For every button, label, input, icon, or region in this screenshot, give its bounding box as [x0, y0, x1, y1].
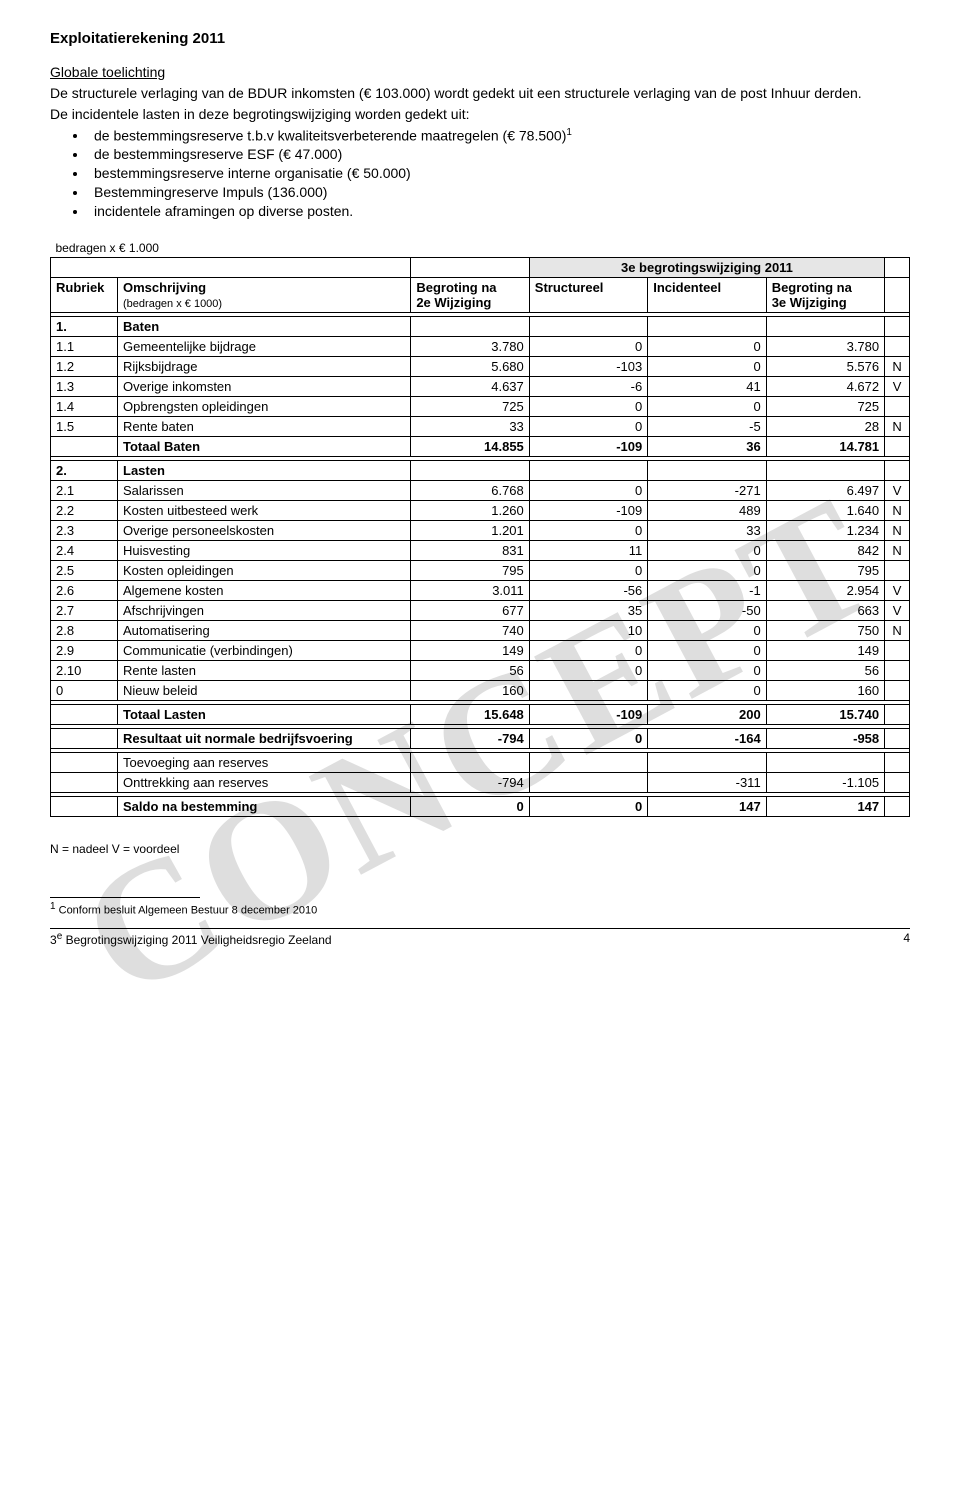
table-topnote: bedragen x € 1.000 [51, 239, 411, 258]
section-label: Lasten [118, 460, 411, 480]
intro-p2: De incidentele lasten in deze begrotings… [50, 105, 910, 124]
intro-subhead: Globale toelichting [50, 63, 910, 82]
col-omschrijving: Omschrijving (bedragen x € 1000) [118, 277, 411, 312]
table-row: 2.3Overige personeelskosten1.2010331.234… [51, 520, 910, 540]
page-title: Exploitatierekening 2011 [50, 30, 910, 47]
table-row: 1.5Rente baten330-528N [51, 416, 910, 436]
list-item: incidentele aframingen op diverse posten… [88, 202, 910, 221]
footnote-rule [50, 897, 200, 898]
table-row: 2.10Rente lasten560056 [51, 660, 910, 680]
table-row: 2.5Kosten opleidingen79500795 [51, 560, 910, 580]
list-item: bestemmingsreserve interne organisatie (… [88, 164, 910, 183]
footer-left: 3e Begrotingswijziging 2011 Veiligheidsr… [50, 931, 332, 947]
exploitation-table: bedragen x € 1.000 3e begrotingswijzigin… [50, 239, 910, 817]
legend: N = nadeel V = voordeel [50, 841, 910, 857]
col-rubriek: Rubriek [51, 277, 118, 312]
table-row: 2.6Algemene kosten3.011-56-12.954V [51, 580, 910, 600]
list-item: de bestemmingsreserve ESF (€ 47.000) [88, 145, 910, 164]
list-item: Bestemmingreserve Impuls (136.000) [88, 183, 910, 202]
footnote-mark: 1 [566, 127, 572, 138]
intro-p1: De structurele verlaging van de BDUR ink… [50, 84, 910, 103]
table-row: 2.2Kosten uitbesteed werk1.260-1094891.6… [51, 500, 910, 520]
table-row: 2.1Salarissen6.7680-2716.497V [51, 480, 910, 500]
table-row: 2.7Afschrijvingen67735-50663V [51, 600, 910, 620]
footnote: 1 Conform besluit Algemeen Bestuur 8 dec… [50, 900, 910, 919]
table-row: 0Nieuw beleid1600160 [51, 680, 910, 700]
saldo-label: Saldo na bestemming [118, 796, 411, 816]
table-row: 1.2Rijksbijdrage5.680-10305.576N [51, 356, 910, 376]
table-row: 2.8Automatisering740100750N [51, 620, 910, 640]
section-code: 1. [51, 316, 118, 336]
section-code: 2. [51, 460, 118, 480]
result-label: Resultaat uit normale bedrijfsvoering [118, 728, 411, 748]
section-label: Baten [118, 316, 411, 336]
table-row: 2.4Huisvesting831110842N [51, 540, 910, 560]
table-row: 1.4Opbrengsten opleidingen72500725 [51, 396, 910, 416]
extra-row-label: Onttrekking aan reserves [118, 772, 411, 792]
extra-row-label: Toevoeging aan reserves [118, 752, 411, 772]
table-row: 2.9Communicatie (verbindingen)14900149 [51, 640, 910, 660]
table-row: 1.1Gemeentelijke bijdrage3.780003.780 [51, 336, 910, 356]
col-incidenteel: Incidenteel [648, 277, 766, 312]
page-footer: 3e Begrotingswijziging 2011 Veiligheidsr… [50, 928, 910, 947]
table-row: 1.3Overige inkomsten4.637-6414.672V [51, 376, 910, 396]
list-item: de bestemmingsreserve t.b.v kwaliteitsve… [88, 126, 910, 146]
col-structureel: Structureel [529, 277, 647, 312]
col-begroting-2e: Begroting na2e Wijziging [411, 277, 529, 312]
intro-bullets: de bestemmingsreserve t.b.v kwaliteitsve… [50, 126, 910, 221]
table-banner: 3e begrotingswijziging 2011 [529, 257, 884, 277]
col-begroting-3e: Begroting na3e Wijziging [766, 277, 884, 312]
section-total-label: Totaal Lasten [118, 704, 411, 724]
footer-page-number: 4 [903, 931, 910, 947]
section-total-label: Totaal Baten [118, 436, 411, 456]
